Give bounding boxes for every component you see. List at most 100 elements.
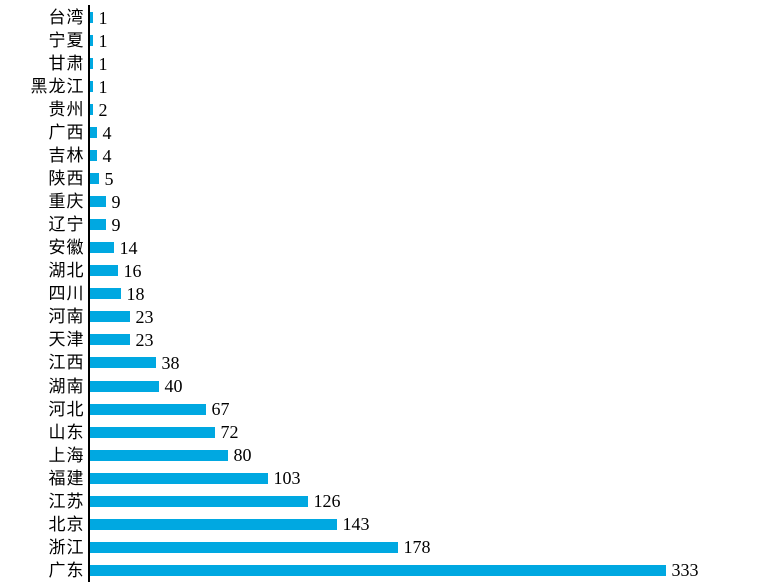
bar-area: 1 xyxy=(89,7,769,28)
value-label: 126 xyxy=(313,491,341,512)
value-label: 14 xyxy=(119,237,138,258)
bar-area: 178 xyxy=(89,537,769,558)
bar-area: 2 xyxy=(89,99,769,120)
value-label: 2 xyxy=(98,99,108,120)
bar xyxy=(89,449,228,461)
bar-area: 126 xyxy=(89,491,769,512)
value-label: 18 xyxy=(126,283,145,304)
value-label: 103 xyxy=(273,468,301,489)
category-label: 福建 xyxy=(48,468,85,488)
value-label: 23 xyxy=(135,306,154,327)
bar-area: 143 xyxy=(89,514,769,535)
category-label: 吉林 xyxy=(48,146,85,166)
bar xyxy=(89,35,93,47)
bar-area: 4 xyxy=(89,124,769,142)
bar xyxy=(89,173,99,185)
category-label: 台湾 xyxy=(48,8,85,28)
chart-row: 台湾 1 xyxy=(0,6,769,29)
bar xyxy=(89,265,118,277)
category-label: 天津 xyxy=(48,330,85,350)
chart-rows: 台湾 1 宁夏 1 甘肃 1 黑龙江 1 贵州 2 广西 xyxy=(0,6,769,582)
category-label: 广西 xyxy=(48,123,85,143)
category-label: 贵州 xyxy=(48,100,85,120)
category-label: 山东 xyxy=(48,422,85,442)
value-label: 16 xyxy=(123,260,142,281)
chart-row: 宁夏 1 xyxy=(0,29,769,52)
bar-area: 14 xyxy=(89,237,769,258)
bar-area: 72 xyxy=(89,422,769,443)
bar xyxy=(89,541,398,553)
chart-row: 黑龙江 1 xyxy=(0,75,769,98)
chart-row: 河南 23 xyxy=(0,305,769,328)
category-label: 北京 xyxy=(48,514,85,534)
bar-area: 23 xyxy=(89,329,769,350)
value-label: 1 xyxy=(98,7,108,28)
chart-row: 安徽 14 xyxy=(0,236,769,259)
bar xyxy=(89,219,106,231)
value-label: 9 xyxy=(111,191,121,212)
chart-row: 江苏 126 xyxy=(0,490,769,513)
value-label: 178 xyxy=(403,537,431,558)
bar xyxy=(89,380,159,392)
value-label: 23 xyxy=(135,329,154,350)
category-label: 安徽 xyxy=(48,238,85,258)
bar-area: 9 xyxy=(89,191,769,212)
chart-row: 贵州 2 xyxy=(0,98,769,121)
bar-area: 1 xyxy=(89,55,769,73)
chart-row: 辽宁 9 xyxy=(0,213,769,236)
category-label: 湖南 xyxy=(48,376,85,396)
category-label: 广东 xyxy=(48,560,85,580)
chart-row: 江西 38 xyxy=(0,351,769,374)
bar-area: 40 xyxy=(89,377,769,395)
chart-row: 山东 72 xyxy=(0,421,769,444)
bar-area: 1 xyxy=(89,78,769,96)
bar xyxy=(89,58,93,70)
category-label: 上海 xyxy=(48,445,85,465)
chart-row: 重庆 9 xyxy=(0,190,769,213)
bar xyxy=(89,150,97,162)
y-axis-line xyxy=(88,5,90,582)
bar-area: 1 xyxy=(89,30,769,51)
chart-row: 吉林 4 xyxy=(0,144,769,167)
category-label: 重庆 xyxy=(48,192,85,212)
chart-row: 陕西 5 xyxy=(0,167,769,190)
category-label: 宁夏 xyxy=(48,31,85,51)
chart-row: 北京 143 xyxy=(0,513,769,536)
bar-area: 67 xyxy=(89,399,769,420)
bar xyxy=(89,472,268,484)
bar-area: 23 xyxy=(89,306,769,327)
chart-row: 上海 80 xyxy=(0,444,769,467)
bar xyxy=(89,242,114,254)
bar-area: 333 xyxy=(89,560,769,581)
value-label: 143 xyxy=(342,514,370,535)
bar-area: 5 xyxy=(89,170,769,188)
category-label: 辽宁 xyxy=(48,215,85,235)
value-label: 333 xyxy=(671,560,699,581)
chart-row: 广西 4 xyxy=(0,121,769,144)
value-label: 9 xyxy=(111,214,121,235)
bar xyxy=(89,81,93,93)
bar xyxy=(89,403,206,415)
bar xyxy=(89,426,215,438)
bar-area: 38 xyxy=(89,354,769,372)
category-label: 浙江 xyxy=(48,537,85,557)
value-label: 67 xyxy=(211,399,230,420)
category-label: 江苏 xyxy=(48,491,85,511)
chart-row: 福建 103 xyxy=(0,467,769,490)
chart-row: 河北 67 xyxy=(0,398,769,421)
bar xyxy=(89,495,308,507)
bar-area: 80 xyxy=(89,446,769,464)
bar xyxy=(89,311,130,323)
chart-row: 湖北 16 xyxy=(0,259,769,282)
category-label: 湖北 xyxy=(48,261,85,281)
chart-row: 湖南 40 xyxy=(0,375,769,398)
value-label: 1 xyxy=(98,30,108,51)
bar xyxy=(89,564,666,576)
value-label: 4 xyxy=(102,145,112,166)
bar xyxy=(89,288,121,300)
category-label: 黑龙江 xyxy=(30,77,85,97)
chart-row: 浙江 178 xyxy=(0,536,769,559)
bar-area: 4 xyxy=(89,145,769,166)
value-label: 72 xyxy=(220,422,239,443)
